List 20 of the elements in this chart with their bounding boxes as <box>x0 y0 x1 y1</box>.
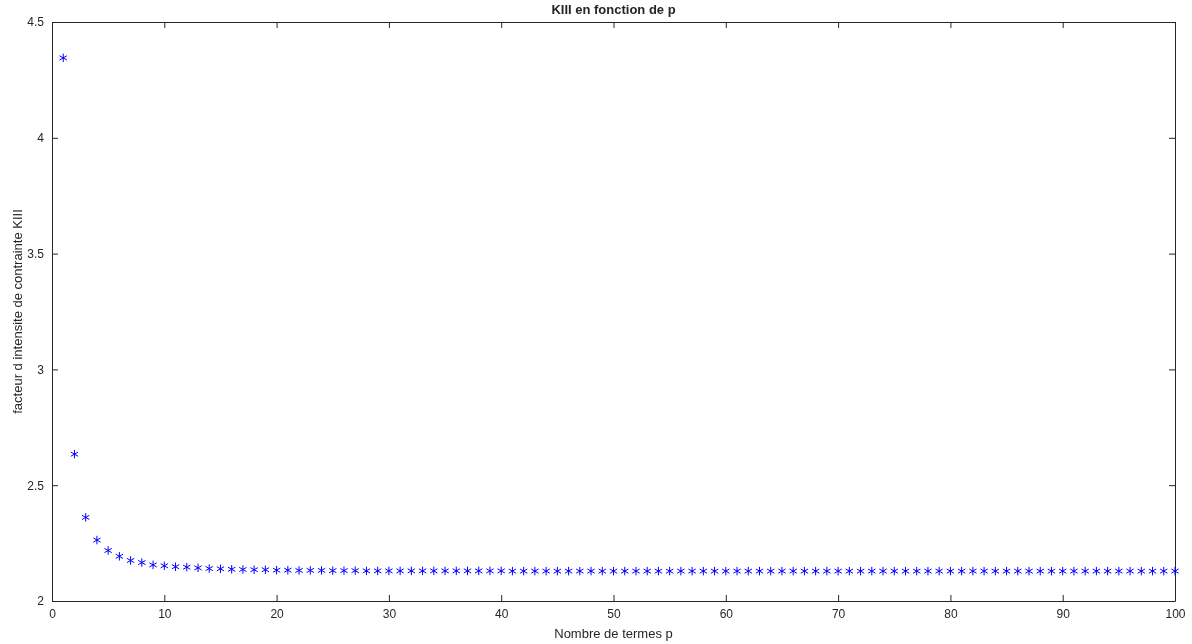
x-tick-label: 100 <box>1165 606 1186 621</box>
x-tick-label: 50 <box>607 606 621 621</box>
x-axis-title: Nombre de termes p <box>554 626 673 641</box>
y-tick-label: 4 <box>37 131 45 146</box>
x-tick-label: 0 <box>49 606 57 621</box>
y-tick-label: 2 <box>37 594 45 609</box>
x-tick-label: 10 <box>158 606 172 621</box>
x-tick-label: 30 <box>382 606 397 621</box>
y-tick-label: 3 <box>37 362 45 377</box>
x-tick-label: 40 <box>495 606 509 621</box>
x-tick-label: 60 <box>719 606 734 621</box>
x-tick-label: 70 <box>831 606 846 621</box>
x-tick-label: 90 <box>1056 606 1071 621</box>
x-tick-label: 80 <box>944 606 958 621</box>
y-tick-label: 2.5 <box>27 478 45 493</box>
y-tick-label: 4.5 <box>27 15 45 30</box>
chart-title: KIII en fonction de p <box>551 2 676 17</box>
x-tick-label: 20 <box>270 606 285 621</box>
y-axis-title: facteur d intensite de contrainte KIII <box>10 209 25 414</box>
y-tick-label: 3.5 <box>27 246 45 261</box>
